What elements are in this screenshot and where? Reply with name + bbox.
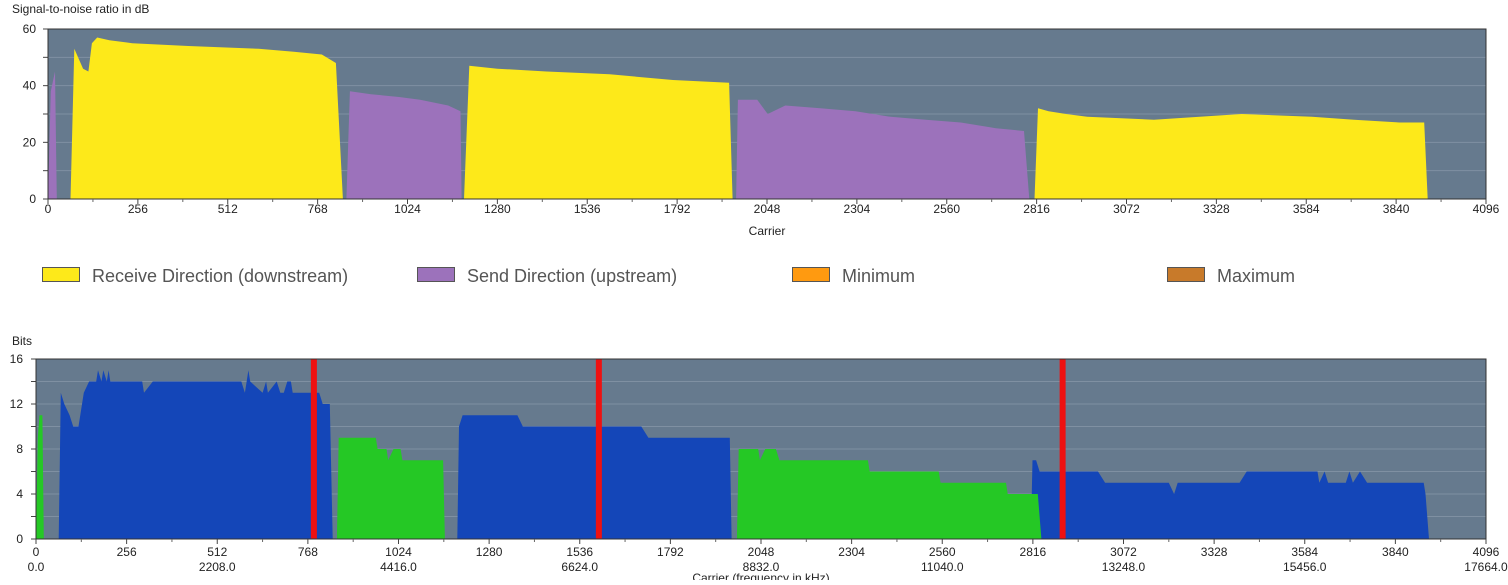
snr-x-tick-label: 3328: [1203, 202, 1230, 216]
bits-series-downstream-area: [58, 370, 333, 539]
bits-x-khz-label: 6624.0: [561, 560, 598, 574]
bits-x-khz-label: 15456.0: [1283, 560, 1327, 574]
legend-label-minimum: Minimum: [842, 266, 916, 286]
legend-label-upstream: Send Direction (upstream): [467, 266, 678, 286]
bits-x-khz-label: 8832.0: [743, 560, 780, 574]
legend: Receive Direction (downstream) Send Dire…: [0, 264, 1508, 288]
bits-x-tick-label: 2816: [1020, 545, 1047, 559]
legend-swatch-downstream: [42, 267, 80, 282]
legend-label-maximum: Maximum: [1217, 266, 1296, 286]
snr-x-tick-label: 768: [308, 202, 328, 216]
bits-series-upstream-area: [336, 437, 445, 539]
bits-y-tick-label: 16: [10, 352, 24, 366]
legend-swatch-maximum: [1167, 267, 1205, 282]
snr-x-tick-label: 2560: [933, 202, 960, 216]
snr-x-axis-label: Carrier: [749, 224, 786, 238]
bits-series-upstream-area: [36, 415, 44, 539]
bits-series-downstream-area: [1030, 460, 1429, 539]
bits-x-tick-label: 1280: [476, 545, 503, 559]
bits-series-upstream-area: [736, 449, 1042, 539]
snr-x-tick-label: 0: [45, 202, 52, 216]
snr-x-tick-label: 1536: [574, 202, 601, 216]
legend-swatch-minimum: [792, 267, 830, 282]
bits-x-tick-label: 4096: [1473, 545, 1500, 559]
snr-x-tick-label: 1280: [484, 202, 511, 216]
bits-x-tick-label: 3840: [1382, 545, 1409, 559]
bits-chart-title: Bits: [12, 334, 33, 348]
bits-x-tick-label: 3584: [1291, 545, 1318, 559]
snr-y-tick-label: 20: [23, 135, 37, 149]
bits-y-tick-label: 0: [16, 532, 23, 546]
legend-label-downstream: Receive Direction (downstream): [92, 266, 349, 286]
bits-x-tick-label: 1792: [657, 545, 684, 559]
snr-x-tick-label: 3072: [1113, 202, 1140, 216]
bits-x-tick-label: 3328: [1201, 545, 1228, 559]
bits-x-tick-label: 2560: [929, 545, 956, 559]
bits-x-axis-label: Carrier (frequency in kHz): [692, 571, 829, 580]
bits-x-tick-label: 1536: [566, 545, 593, 559]
legend-swatch-upstream: [417, 267, 455, 282]
bits-x-tick-label: 2048: [748, 545, 775, 559]
bits-series-downstream-area: [457, 415, 732, 539]
snr-x-tick-label: 2304: [844, 202, 871, 216]
bits-x-tick-label: 768: [298, 545, 318, 559]
bits-y-tick-label: 12: [10, 397, 24, 411]
snr-x-tick-label: 1024: [394, 202, 421, 216]
bits-x-khz-label: 13248.0: [1102, 560, 1146, 574]
bits-x-tick-label: 2304: [838, 545, 865, 559]
bits-x-tick-label: 1024: [385, 545, 412, 559]
bits-x-khz-label: 17664.0: [1464, 560, 1508, 574]
bits-x-tick-label: 256: [117, 545, 137, 559]
snr-x-tick-label: 3584: [1293, 202, 1320, 216]
snr-x-tick-label: 3840: [1383, 202, 1410, 216]
snr-y-tick-label: 40: [23, 79, 37, 93]
snr-x-tick-label: 512: [218, 202, 238, 216]
snr-x-tick-label: 2816: [1023, 202, 1050, 216]
snr-series-downstream-area: [1034, 108, 1428, 199]
bits-x-khz-label: 11040.0: [921, 560, 964, 574]
snr-series-downstream-area: [70, 37, 343, 199]
bits-x-khz-label: 4416.0: [380, 560, 417, 574]
snr-y-tick-label: 60: [23, 22, 37, 36]
snr-chart-title: Signal-to-noise ratio in dB: [12, 2, 150, 16]
bits-x-tick-label: 0: [33, 545, 40, 559]
bits-x-tick-label: 512: [207, 545, 227, 559]
snr-series-upstream-area: [736, 99, 1030, 199]
bits-x-tick-label: 3072: [1110, 545, 1137, 559]
snr-x-tick-label: 2048: [754, 202, 781, 216]
snr-x-tick-label: 4096: [1473, 202, 1500, 216]
snr-y-tick-label: 0: [29, 192, 36, 206]
bits-y-tick-label: 4: [16, 487, 23, 501]
bits-y-tick-label: 8: [16, 442, 23, 456]
snr-x-tick-label: 1792: [664, 202, 691, 216]
snr-x-tick-label: 256: [128, 202, 148, 216]
bits-x-khz-label: 0.0: [28, 560, 45, 574]
snr-series-upstream-area: [346, 91, 462, 199]
snr-series-downstream-area: [464, 65, 733, 199]
snr-series-upstream-area: [48, 71, 57, 199]
bits-x-khz-label: 2208.0: [199, 560, 236, 574]
